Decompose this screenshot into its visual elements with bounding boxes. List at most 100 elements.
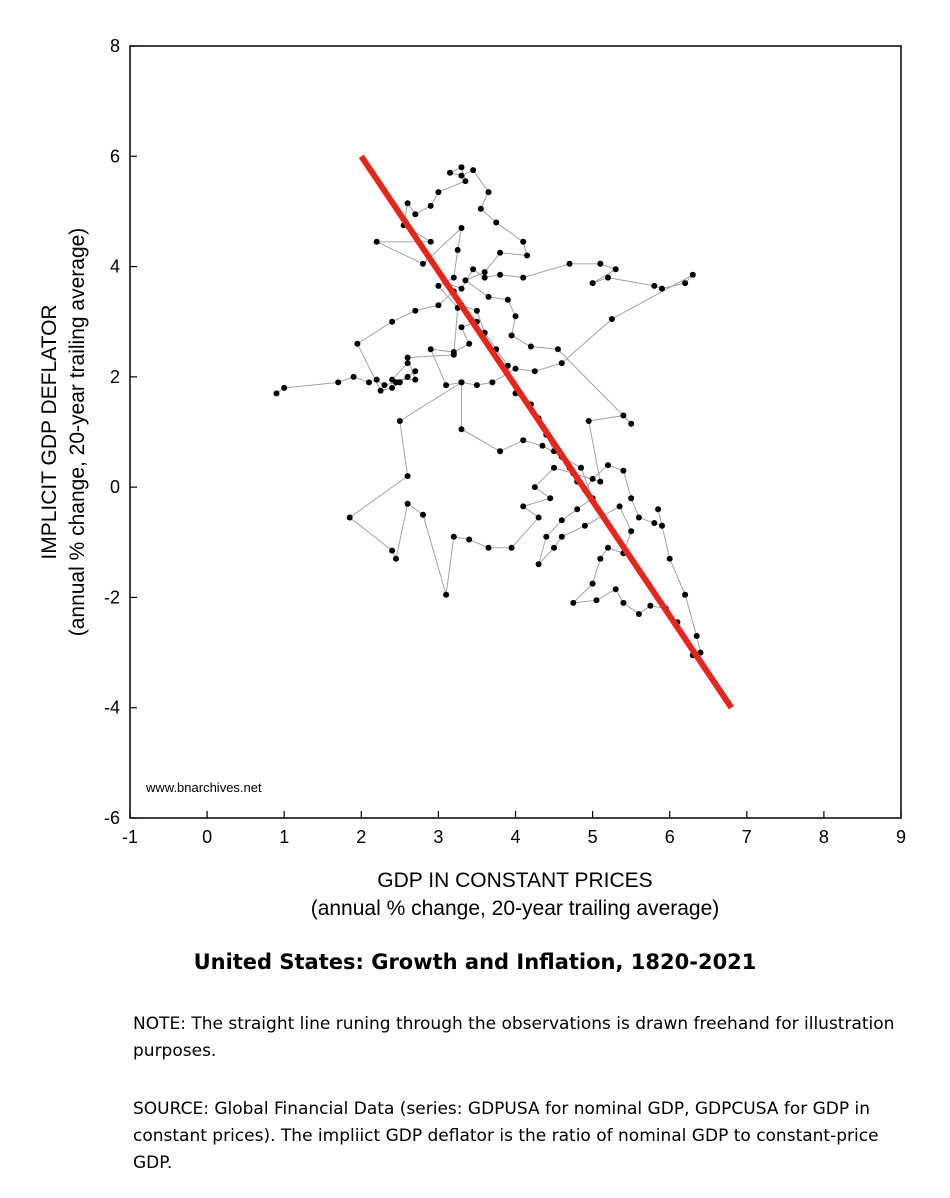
data-point bbox=[396, 379, 403, 386]
data-point bbox=[504, 296, 511, 303]
data-point bbox=[335, 379, 342, 386]
y-axis-ticks: -6 -4 -2 0 2 4 6 8 bbox=[104, 36, 137, 828]
data-point bbox=[651, 282, 658, 289]
data-point bbox=[589, 280, 596, 287]
data-point bbox=[520, 437, 527, 444]
x-tick-label: 5 bbox=[588, 827, 598, 847]
data-point bbox=[554, 346, 561, 353]
data-point bbox=[497, 448, 504, 455]
x-axis-title: GDP IN CONSTANT PRICES bbox=[377, 869, 652, 892]
data-point bbox=[447, 169, 453, 176]
data-point bbox=[605, 274, 611, 281]
data-point bbox=[412, 376, 419, 383]
data-point bbox=[404, 354, 411, 361]
x-tick-label: 8 bbox=[819, 827, 829, 847]
data-point bbox=[581, 522, 588, 529]
data-point bbox=[462, 178, 469, 185]
data-point bbox=[574, 506, 581, 513]
data-point bbox=[635, 611, 642, 617]
data-point bbox=[454, 247, 461, 253]
data-point bbox=[620, 599, 627, 606]
data-point bbox=[597, 260, 604, 267]
data-point bbox=[404, 200, 411, 207]
data-point bbox=[381, 382, 388, 389]
data-point bbox=[512, 313, 519, 320]
data-point bbox=[458, 426, 465, 433]
data-point bbox=[389, 547, 396, 554]
y-tick-label: 4 bbox=[110, 257, 120, 277]
data-point bbox=[527, 343, 534, 350]
data-point bbox=[373, 238, 380, 245]
data-point bbox=[647, 602, 654, 609]
data-point bbox=[605, 544, 611, 551]
data-point bbox=[558, 517, 565, 524]
data-point bbox=[473, 307, 480, 314]
data-point bbox=[655, 506, 662, 513]
chart: -1 0 1 2 3 4 5 6 7 8 9 -6 -4 -2 0 2 4 6 8 www.bnarchives.… bbox=[38, 36, 906, 920]
data-point bbox=[539, 442, 546, 449]
data-point bbox=[273, 390, 280, 397]
data-point bbox=[389, 318, 396, 325]
data-point bbox=[427, 238, 434, 245]
data-point bbox=[485, 544, 492, 551]
data-point bbox=[616, 503, 623, 510]
y-axis-title: IMPLICIT GDP DEFLATOR bbox=[38, 304, 61, 559]
data-point bbox=[558, 533, 565, 540]
data-point bbox=[493, 219, 500, 226]
trend-line bbox=[358, 154, 734, 710]
data-point bbox=[458, 285, 465, 292]
data-point bbox=[404, 360, 411, 367]
plot-area bbox=[129, 45, 902, 819]
data-point bbox=[420, 260, 426, 267]
data-point bbox=[543, 533, 550, 540]
data-point bbox=[435, 189, 442, 196]
data-point bbox=[612, 586, 619, 593]
data-point bbox=[481, 274, 488, 281]
data-point bbox=[427, 346, 434, 353]
data-point bbox=[666, 555, 673, 562]
data-point bbox=[497, 249, 504, 256]
data-point bbox=[366, 379, 372, 386]
data-point bbox=[535, 561, 542, 568]
data-point bbox=[481, 269, 488, 276]
x-tick-label: -1 bbox=[122, 827, 138, 847]
x-tick-label: 1 bbox=[279, 827, 289, 847]
data-point bbox=[470, 167, 477, 174]
data-point bbox=[458, 324, 465, 331]
data-point bbox=[470, 266, 477, 273]
data-point bbox=[566, 260, 573, 267]
data-point bbox=[458, 172, 465, 179]
data-point bbox=[435, 282, 442, 289]
data-point bbox=[389, 376, 396, 383]
data-point bbox=[558, 360, 565, 367]
data-point bbox=[477, 205, 484, 212]
y-tick-label: 8 bbox=[110, 36, 120, 56]
data-point bbox=[508, 544, 515, 551]
data-point bbox=[589, 475, 596, 482]
data-point bbox=[393, 555, 399, 562]
data-point bbox=[412, 211, 419, 218]
data-point bbox=[628, 528, 635, 535]
data-point bbox=[635, 514, 642, 521]
y-tick-label: -6 bbox=[104, 808, 120, 828]
data-point bbox=[435, 302, 442, 309]
data-point bbox=[570, 599, 577, 606]
data-point bbox=[551, 544, 557, 551]
data-point bbox=[531, 368, 538, 375]
data-point bbox=[466, 340, 473, 347]
data-point bbox=[473, 382, 480, 389]
data-point bbox=[589, 580, 596, 587]
data-point bbox=[520, 503, 527, 510]
data-point bbox=[620, 467, 627, 474]
data-point bbox=[531, 484, 538, 491]
connector-line bbox=[276, 166, 702, 656]
source-text: SOURCE: Global Financial Data (series: G… bbox=[133, 1099, 879, 1173]
data-point bbox=[377, 387, 384, 394]
y-axis-subtitle: (annual % change, 20-year trailing avera… bbox=[66, 228, 89, 637]
data-point bbox=[389, 384, 396, 391]
data-point bbox=[458, 164, 465, 171]
y-tick-label: -2 bbox=[104, 587, 120, 607]
data-point bbox=[281, 384, 288, 391]
data-point bbox=[659, 522, 665, 529]
data-point bbox=[466, 536, 473, 543]
